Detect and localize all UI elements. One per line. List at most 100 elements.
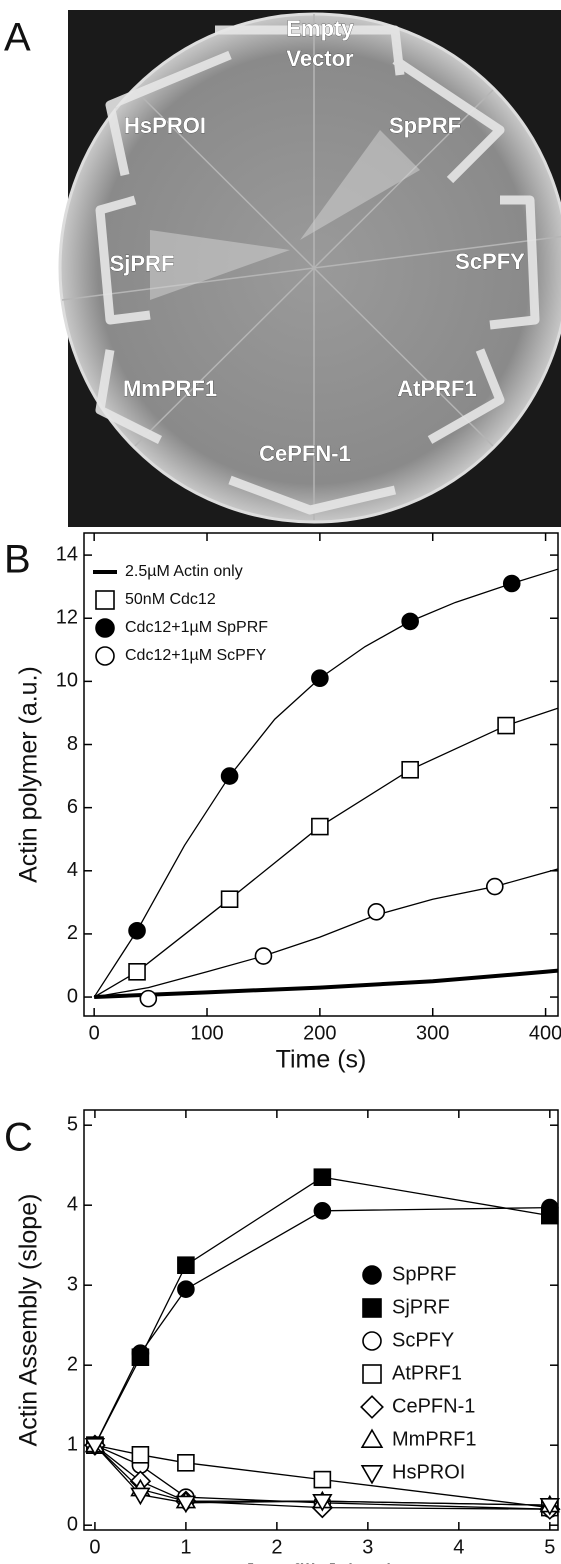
colonies [300,130,420,240]
data-point [497,716,515,735]
y-tick-label: 2 [67,1353,78,1375]
plot-frame [83,532,559,1017]
legend-label: Cdc12+1µM ScPFY [125,647,267,664]
x-tick-label: 2 [271,1536,282,1558]
data-point [128,921,146,940]
data-point [220,767,239,785]
x-tick-label: 1 [180,1536,191,1558]
data-point [313,1470,332,1489]
data-point [131,1348,150,1366]
y-tick-label: 1 [67,1433,78,1455]
data-point [254,947,273,965]
data-point [175,1495,197,1514]
data-point [485,877,504,896]
legend-swatch [95,590,115,610]
y-tick-label: 0 [67,1513,78,1535]
x-tick-label: 300 [416,1022,449,1044]
data-point [128,963,146,981]
y-tick-label: 4 [67,859,78,881]
series-line [94,868,558,998]
legend-label: MmPRF1 [392,1428,476,1450]
panel-letter: A [4,16,31,60]
legend-swatch [362,1298,382,1318]
series-line [94,1206,550,1446]
data-point [367,903,386,921]
strain-label: CePFN-1 [259,441,351,466]
x-tick-label: 0 [89,1022,100,1044]
y-tick-label: 12 [56,607,78,629]
x-tick-label: 400 [529,1022,561,1044]
legend-label: AtPRF1 [392,1362,462,1384]
legend-swatch [362,1265,382,1285]
strain-label: HsPROI [124,113,206,138]
x-tick-label: 5 [544,1536,555,1558]
x-axis-title: Time (s) [276,1046,367,1074]
x-tick-label: 100 [190,1022,223,1044]
legend-swatch [360,1428,384,1448]
data-point [84,1438,106,1456]
y-tick-label: 3 [67,1273,78,1295]
data-point [539,1498,560,1516]
legend-label: SjPRF [392,1296,450,1318]
strain-label: ScPFY [455,249,525,274]
x-tick-label: 3 [362,1536,373,1558]
legend-label: 2.5µM Actin only [125,563,243,580]
data-point [541,1206,559,1225]
y-tick-label: 2 [67,922,78,944]
legend-label: 50nM Cdc12 [125,591,216,608]
y-tick-label: 0 [67,985,78,1007]
legend-label: HsPROI [392,1461,465,1483]
legend-swatch [360,1465,384,1485]
data-point [311,817,329,836]
data-point [131,1446,150,1464]
colonies [150,230,290,300]
legend-label: CePFN-1 [392,1395,475,1417]
plot-frame [83,1109,559,1531]
legend-label: ScPFY [392,1329,454,1351]
data-point [313,1202,332,1220]
legend-swatch [362,1364,382,1384]
series-line [94,968,558,1000]
data-point [177,1454,195,1472]
legend-swatch [95,618,115,638]
legend-swatch [95,646,115,666]
x-tick-label: 4 [453,1536,464,1558]
strain-label: SpPRF [389,113,461,138]
data-point [177,1256,195,1274]
data-point [401,760,419,779]
legend-label: SpPRF [392,1263,456,1285]
streaks [95,25,540,515]
y-axis-title: Actin polymer (a.u.) [15,666,43,883]
series-line [93,707,558,998]
y-tick-label: 14 [56,543,78,565]
strain-label: MmPRF1 [123,376,217,401]
data-point [177,1280,195,1298]
data-point [312,1494,333,1512]
strain-label: Empty Vector [286,16,354,71]
data-point [502,574,521,593]
data-point [311,669,329,688]
legend-swatch [362,1331,382,1351]
data-point [220,890,239,908]
panel-letter: B [4,538,31,582]
legend-swatch [360,1395,384,1419]
legend-label: Cdc12+1µM SpPRF [125,619,268,636]
strain-label: SjPRF [110,251,175,276]
y-tick-label: 4 [67,1193,78,1215]
y-tick-label: 5 [67,1113,78,1135]
x-tick-label: 0 [89,1536,100,1558]
plate-photo: A [4,10,561,527]
y-tick-label: 8 [67,733,78,755]
data-point [401,612,419,631]
x-tick-label: 200 [303,1022,336,1044]
data-point [130,1487,151,1506]
y-tick-label: 6 [67,796,78,818]
strain-label: AtPRF1 [397,376,476,401]
data-point [313,1168,332,1186]
panel-letter: C [4,1116,33,1160]
data-point [139,989,158,1008]
x-axis-title: [Profilin] (µM) [246,1560,395,1564]
y-axis-title: Actin Assembly (slope) [15,1194,43,1447]
y-tick-label: 10 [56,670,78,692]
